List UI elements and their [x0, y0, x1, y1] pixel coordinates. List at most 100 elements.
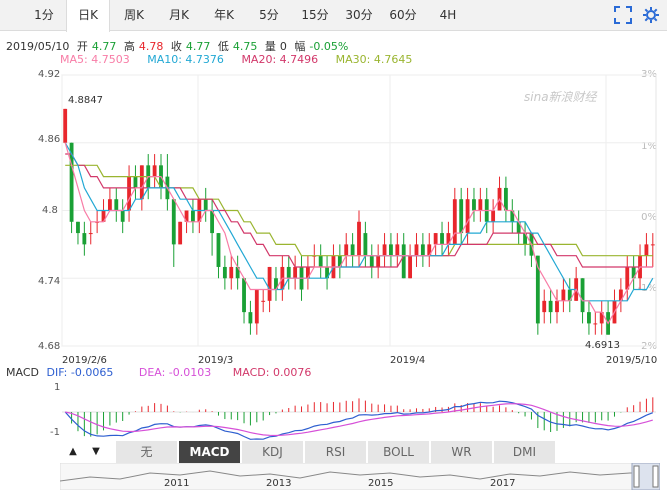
ma5-line — [64, 142, 653, 325]
ma10-line — [64, 142, 654, 302]
change-label: 幅 — [294, 40, 306, 53]
candle-body — [491, 210, 496, 222]
candle-body — [625, 266, 630, 290]
macd-legend: MACD DIF: -0.0065 DEA: -0.0103 MACD: 0.0… — [6, 366, 311, 379]
high-label: 高 — [123, 40, 135, 53]
tab-1min[interactable]: 1分 — [34, 8, 54, 22]
candle-body — [587, 312, 591, 324]
navigator-right-handle[interactable] — [652, 465, 659, 488]
candle-body — [593, 323, 598, 325]
indicator-tab-kdj[interactable]: KDJ — [242, 441, 304, 463]
candle-body — [286, 266, 291, 279]
candle-body — [510, 210, 515, 222]
candle-body — [184, 210, 189, 222]
candle-body — [139, 165, 144, 200]
tab-15min[interactable]: 15分 — [301, 8, 329, 22]
candle-body — [171, 199, 176, 245]
x-tick-label: 2019/2/6 — [62, 355, 107, 366]
tab-5min[interactable]: 5分 — [259, 8, 279, 22]
candle-body — [178, 221, 183, 245]
ma5-label: MA5: 4.7503 — [60, 53, 130, 66]
candle-body — [395, 244, 400, 256]
candle-body — [254, 289, 259, 324]
navigator-year-label: 2011 — [164, 478, 190, 489]
y-tick-label: 4.92 — [38, 69, 61, 80]
close-value: 4.77 — [185, 40, 211, 53]
tab-daily[interactable]: 日K — [66, 0, 110, 32]
candle-body — [580, 278, 585, 313]
tab-monthly[interactable]: 月K — [169, 8, 189, 22]
candle-body — [107, 199, 112, 211]
candle-body — [120, 210, 125, 222]
candle-body — [191, 210, 195, 222]
candle-body — [452, 199, 457, 245]
tab-yearly[interactable]: 年K — [214, 8, 234, 22]
candle-body — [210, 210, 215, 234]
candle-body — [472, 199, 476, 211]
candle-body — [446, 233, 451, 245]
candle-body — [567, 289, 572, 301]
navigator-left-handle[interactable] — [633, 465, 640, 488]
candle-body — [465, 199, 470, 234]
candle-body — [82, 233, 87, 245]
candle-body — [337, 255, 342, 267]
candle-body — [478, 199, 483, 211]
candle-body — [305, 266, 310, 279]
candle-body — [535, 255, 540, 324]
low-value: 4.75 — [232, 40, 258, 53]
candle-body — [427, 244, 432, 256]
indicator-tab-dmi[interactable]: DMI — [494, 441, 556, 463]
high-marker-label: 4.8847 — [68, 95, 103, 106]
scroll-up-button[interactable]: ▲ — [69, 446, 77, 457]
dea-label: DEA: -0.0103 — [138, 366, 212, 379]
tab-4h[interactable]: 4H — [439, 8, 457, 22]
candle-body — [325, 266, 329, 279]
indicator-tab-rsi[interactable]: RSI — [305, 441, 367, 463]
macd-tick-label: 1 — [54, 382, 61, 393]
low-label: 低 — [217, 40, 229, 53]
macd-value-label: MACD: 0.0076 — [232, 366, 312, 379]
candle-body — [133, 176, 138, 188]
indicator-tab-none[interactable]: 无 — [116, 441, 178, 463]
candle-body — [459, 199, 464, 234]
candle-body — [69, 142, 74, 222]
candle-body — [548, 300, 553, 313]
tab-weekly[interactable]: 周K — [124, 8, 144, 22]
tab-60min[interactable]: 60分 — [389, 8, 417, 22]
x-tick-label: 2019/5/10 — [606, 355, 658, 366]
navigator-year-label: 2013 — [266, 478, 292, 489]
sina-watermark: sina新浪财经 — [524, 90, 597, 104]
candle-body — [523, 233, 527, 245]
volume-value: 0 — [279, 40, 287, 53]
indicator-tab-wr[interactable]: WR — [431, 441, 493, 463]
indicator-tab-macd[interactable]: MACD — [179, 441, 241, 463]
y-tick-label: 4.8 — [42, 205, 58, 216]
candle-body — [433, 233, 438, 245]
candle-body — [63, 108, 68, 143]
x-tick-label: 2019/4 — [390, 355, 426, 366]
candle-body — [369, 255, 374, 267]
indicator-tab-boll[interactable]: BOLL — [368, 441, 430, 463]
candle-body — [318, 255, 323, 267]
settings-icon[interactable] — [642, 6, 660, 24]
candle-body — [363, 233, 368, 256]
candle-body — [242, 278, 246, 313]
change-value: -0.05% — [309, 40, 349, 53]
candle-body — [152, 165, 157, 177]
fullscreen-icon[interactable] — [614, 6, 632, 24]
tab-30min[interactable]: 30分 — [345, 8, 373, 22]
candle-body — [503, 187, 508, 211]
low-marker-label: 4.6913 — [585, 340, 620, 351]
candle-body — [114, 199, 119, 211]
ma-legend: MA5: 4.7503 MA10: 4.7376 MA20: 4.7496 MA… — [60, 53, 416, 66]
range-navigator[interactable] — [60, 463, 660, 490]
candle-body — [376, 255, 381, 267]
ma20-label: MA20: 4.7496 — [241, 53, 319, 66]
candle-body — [401, 244, 406, 279]
scroll-down-button[interactable]: ▼ — [92, 446, 100, 457]
close-label: 收 — [170, 40, 182, 53]
candle-body — [516, 221, 521, 234]
high-value: 4.78 — [138, 40, 164, 53]
